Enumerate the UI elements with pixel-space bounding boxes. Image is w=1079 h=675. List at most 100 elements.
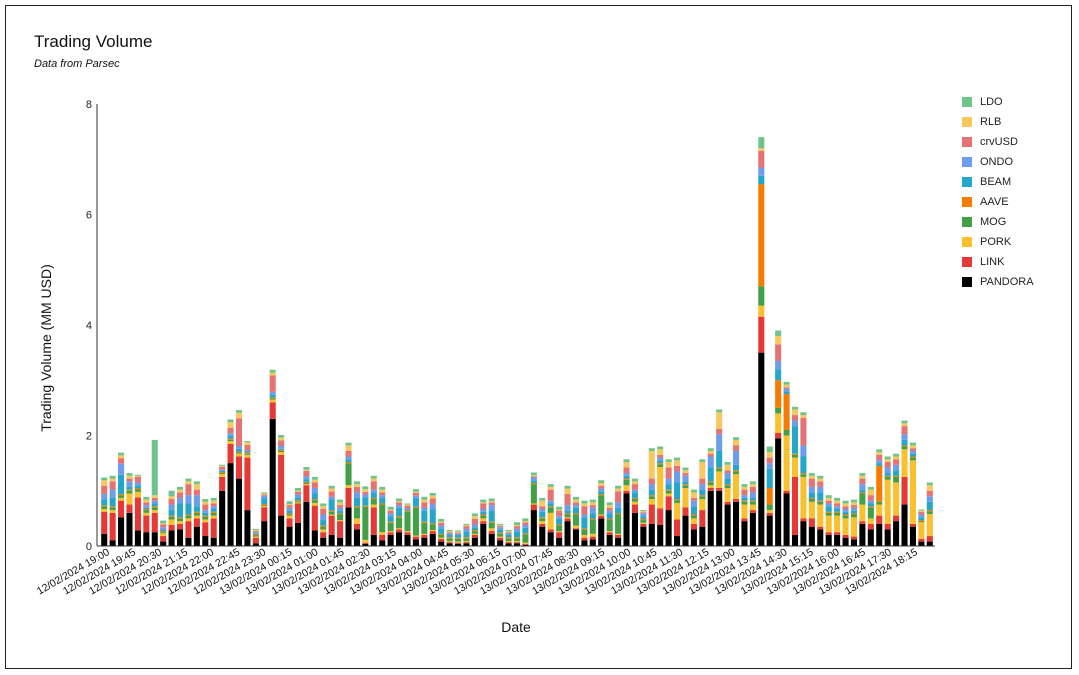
bar-segment-ldo <box>488 498 495 502</box>
bar-segment-aave <box>379 503 386 505</box>
bar-segment-crvusd <box>918 511 925 515</box>
bar-segment-mog <box>412 507 419 536</box>
bar-segment-ldo <box>497 523 504 526</box>
bar-segment-link <box>294 503 302 523</box>
bar-segment-pandora <box>286 526 293 546</box>
bar-segment-ldo <box>842 500 849 504</box>
bar-segment-rlb <box>556 509 563 511</box>
bar-segment-beam <box>168 510 175 516</box>
bar-segment-ondo <box>286 507 293 511</box>
bar-segment-beam <box>101 499 108 506</box>
bar-segment-beam <box>177 503 184 518</box>
bar-segment-mog <box>589 520 596 534</box>
bar-segment-crvusd <box>210 503 217 507</box>
bar-segment-pork <box>362 539 369 543</box>
bar-segment-aave <box>850 513 858 515</box>
bar-segment-pandora <box>168 530 175 546</box>
bar-segment-rlb <box>606 505 613 508</box>
bar-segment-aave <box>177 517 184 519</box>
bar-segment-aave <box>118 494 125 496</box>
bar-segment-ondo <box>530 477 537 481</box>
bar-segment-mog <box>733 471 740 475</box>
bar-segment-mog <box>606 520 613 532</box>
bar-segment-beam <box>884 473 891 476</box>
bar-segment-aave <box>294 500 302 502</box>
bar-segment-mog <box>926 511 933 514</box>
bar-segment-aave <box>640 518 647 521</box>
bar-segment-ondo <box>842 508 849 512</box>
bar-segment-pork <box>674 502 681 520</box>
bar-segment-pandora <box>749 512 756 546</box>
bar-segment-crvusd <box>783 387 790 389</box>
bar-segment-aave <box>893 475 900 477</box>
bar-segment-aave <box>581 528 588 530</box>
bar-segment-rlb <box>219 465 226 467</box>
bar-segment-rlb <box>286 504 293 506</box>
bar-segment-pork <box>749 504 756 511</box>
bar-segment-crvusd <box>261 494 268 496</box>
bar-segment-rlb <box>337 502 344 506</box>
bar-segment-rlb <box>387 509 394 511</box>
bar-segment-pandora <box>918 541 925 546</box>
bar-segment-pandora <box>648 523 655 546</box>
legend-item-mog: MOG <box>962 212 1034 232</box>
bar-segment-mog <box>707 482 714 486</box>
legend-item-pork: PORK <box>962 232 1034 252</box>
bar-segment-link <box>278 454 285 516</box>
bar-segment-pandora <box>783 493 790 546</box>
bar-segment-crvusd <box>362 491 369 495</box>
bar-segment-beam <box>598 491 605 495</box>
bar-segment-mog <box>758 286 765 306</box>
bar-segment-ondo <box>657 457 664 461</box>
legend-item-beam: BEAM <box>962 172 1034 192</box>
bar-segment-beam <box>867 503 874 507</box>
bar-segment-pandora <box>817 529 824 546</box>
bar-segment-pandora <box>463 543 470 546</box>
bar-segment-rlb <box>893 456 900 460</box>
bar-segment-rlb <box>252 529 259 532</box>
bar-segment-pork <box>884 479 891 524</box>
bar-segment-mog <box>455 538 462 542</box>
bar-segment-rlb <box>648 450 655 479</box>
bar-segment-ldo <box>556 506 563 510</box>
bar-segment-rlb <box>261 493 268 495</box>
bar-segment-ldo <box>690 489 697 493</box>
bar-segment-pandora <box>926 541 933 546</box>
bar-segment-ldo <box>791 406 799 410</box>
bar-segment-aave <box>109 506 116 508</box>
bar-segment-rlb <box>674 460 681 466</box>
bar-segment-ondo <box>893 464 900 471</box>
y-axis-label: Trading Volume (MM USD) <box>38 264 54 432</box>
bar-segment-ldo <box>522 518 529 522</box>
bar-segment-beam <box>791 426 799 454</box>
bar-segment-mog <box>109 507 116 511</box>
bar-segment-pandora <box>859 523 866 546</box>
bar-segment-ldo <box>834 497 841 501</box>
bar-segment-link <box>109 512 116 541</box>
bar-segment-mog <box>716 468 723 472</box>
chart-subtitle: Data from Parsec <box>34 58 120 70</box>
bar-segment-rlb <box>269 372 276 376</box>
bar-segment-ldo <box>674 457 681 461</box>
bar-segment-beam <box>724 478 731 485</box>
bar-segment-aave <box>387 521 394 523</box>
bar-segment-pandora <box>151 532 158 546</box>
bar-segment-link <box>674 519 681 537</box>
bar-segment-pork <box>513 541 521 543</box>
bar-segment-ldo <box>749 481 756 485</box>
x-axis-label: Date <box>501 619 531 635</box>
bar-segment-aave <box>547 506 554 508</box>
bar-segment-pork <box>682 487 689 508</box>
bar-segment-pork <box>412 535 419 537</box>
bar-segment-beam <box>775 369 782 381</box>
bar-segment-crvusd <box>867 495 874 501</box>
bar-segment-crvusd <box>876 454 883 461</box>
bar-segment-pandora <box>842 537 849 546</box>
bar-segment-beam <box>758 175 765 185</box>
bar-segment-pandora <box>126 512 133 546</box>
bar-segment-crvusd <box>640 512 647 514</box>
bar-segment-crvusd <box>572 502 580 506</box>
bar-segment-mog <box>118 495 125 498</box>
bar-segment-ldo <box>783 381 790 385</box>
bar-segment-pandora <box>328 534 335 546</box>
